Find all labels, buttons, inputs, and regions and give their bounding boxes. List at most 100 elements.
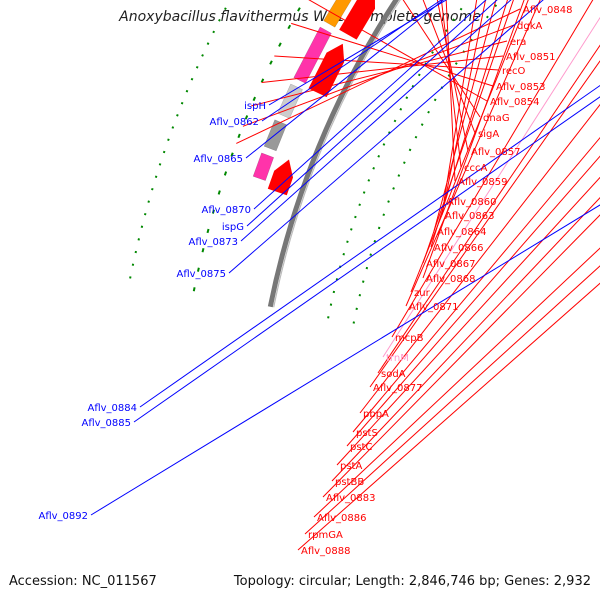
label-leader bbox=[297, 282, 600, 551]
topology-text: Topology: circular; Length: 2,846,746 bp… bbox=[233, 574, 591, 589]
gene-label: pstS bbox=[356, 428, 378, 439]
label-leader bbox=[242, 24, 515, 127]
label-leader bbox=[253, 0, 487, 210]
gene-label: Aflv_0863 bbox=[445, 211, 495, 222]
cog-block bbox=[252, 152, 275, 181]
label-leader bbox=[445, 0, 456, 182]
label-leader bbox=[245, 0, 445, 159]
gene-label: pstA bbox=[340, 461, 362, 472]
cog-block bbox=[323, 0, 352, 28]
label-leader bbox=[405, 0, 541, 307]
label-leader bbox=[436, 0, 469, 152]
tick-tracks bbox=[129, 0, 502, 324]
label-leader bbox=[352, 136, 600, 433]
gene-label: Aflv_0892 bbox=[38, 511, 88, 522]
gene-label: Aflv_0865 bbox=[193, 154, 243, 165]
gene-label: sodA bbox=[381, 369, 406, 380]
dotted-track-2 bbox=[327, 0, 469, 319]
gene-label: Aflv_0864 bbox=[437, 227, 487, 238]
backbone-line bbox=[267, 0, 400, 308]
label-leader bbox=[422, 0, 514, 264]
gene-label: Aflv_0883 bbox=[326, 493, 376, 504]
label-leader bbox=[382, 16, 600, 358]
minor-tick-track bbox=[192, 0, 306, 292]
label-leader bbox=[261, 55, 504, 83]
label-leader bbox=[313, 247, 600, 518]
label-leader bbox=[430, 0, 508, 248]
gene-label: Aflv_0867 bbox=[426, 259, 476, 270]
gene-labels: Aflv_0848 dgkA era Aflv_0851 recO Aflv_0853 Af… bbox=[38, 5, 572, 557]
label-leader bbox=[346, 155, 600, 447]
gene-label: ispH bbox=[244, 101, 266, 112]
gene-label: dgkA bbox=[517, 21, 542, 32]
label-leader bbox=[410, 0, 529, 293]
gene-label: mcpB bbox=[395, 333, 424, 344]
label-leader bbox=[422, 0, 525, 279]
gene-label: rpmGA bbox=[308, 530, 343, 541]
gene-label: pstC bbox=[350, 442, 372, 453]
backbone-highlight bbox=[273, 0, 401, 308]
gene-label: Aflv_0885 bbox=[81, 418, 131, 429]
label-leader bbox=[336, 176, 600, 466]
label-leader bbox=[322, 214, 600, 498]
gene-label: trnM bbox=[386, 353, 409, 364]
gene-label: pstBB bbox=[335, 477, 364, 488]
label-leader bbox=[246, 0, 498, 227]
label-leader bbox=[369, 60, 600, 388]
gene-label: Aflv_0877 bbox=[373, 383, 423, 394]
gene-label: dnaG bbox=[483, 113, 510, 124]
forward-gene bbox=[339, 0, 375, 40]
label-leader bbox=[391, 0, 594, 338]
gene-label: Aflv_0860 bbox=[447, 197, 497, 208]
gene-label: ispG bbox=[222, 222, 244, 233]
label-leader bbox=[274, 55, 500, 71]
gene-track bbox=[267, 0, 375, 196]
cog-block bbox=[277, 83, 303, 119]
gene-label: Aflv_0859 bbox=[458, 177, 508, 188]
label-leader bbox=[433, 0, 497, 232]
gene-label: Aflv_0870 bbox=[201, 205, 251, 216]
label-leader bbox=[240, 0, 512, 242]
gene-label: sigA bbox=[478, 129, 499, 140]
gene-label: Aflv_0866 bbox=[434, 243, 484, 254]
label-leaders bbox=[90, 0, 600, 551]
gene-label: Aflv_0888 bbox=[301, 546, 351, 557]
gene-label: Aflv_0871 bbox=[409, 302, 459, 313]
cog-block bbox=[263, 119, 288, 152]
label-leader bbox=[402, 0, 481, 118]
gene-label: era bbox=[510, 37, 526, 48]
gene-label: Aflv_0857 bbox=[471, 147, 521, 158]
label-leader bbox=[268, 0, 448, 106]
label-leader bbox=[304, 265, 600, 535]
label-leader bbox=[291, 22, 494, 87]
gene-label: Aflv_0848 bbox=[523, 5, 573, 16]
label-leader bbox=[228, 0, 544, 274]
label-leader bbox=[90, 204, 600, 516]
gene-label: Aflv_0868 bbox=[426, 274, 476, 285]
label-leader bbox=[261, 0, 443, 122]
genome-backbone bbox=[267, 0, 401, 308]
forward-gene bbox=[267, 159, 293, 196]
label-leader bbox=[251, 40, 508, 107]
gene-label: Aflv_0884 bbox=[87, 403, 137, 414]
gene-label: Aflv_0854 bbox=[490, 97, 540, 108]
accession-text: Accession: NC_011567 bbox=[9, 574, 157, 589]
gene-label: Aflv_0875 bbox=[176, 269, 226, 280]
gene-label: Aflv_0851 bbox=[506, 52, 556, 63]
label-leader bbox=[359, 103, 600, 414]
gene-label: Aflv_0873 bbox=[188, 237, 238, 248]
gene-label: zur bbox=[414, 288, 431, 299]
label-leader bbox=[331, 197, 600, 482]
cog-track bbox=[252, 0, 352, 181]
gene-label: pbpA bbox=[363, 409, 389, 420]
label-leader bbox=[139, 84, 600, 408]
gene-label: Aflv_0853 bbox=[496, 82, 546, 93]
gene-label: cccA bbox=[464, 163, 487, 174]
label-leader bbox=[441, 0, 487, 216]
cog-block bbox=[293, 26, 332, 84]
label-leader bbox=[443, 0, 478, 202]
gene-label: Aflv_0886 bbox=[317, 513, 367, 524]
gene-label: Aflv_0862 bbox=[209, 117, 259, 128]
gene-label: recO bbox=[502, 66, 526, 77]
